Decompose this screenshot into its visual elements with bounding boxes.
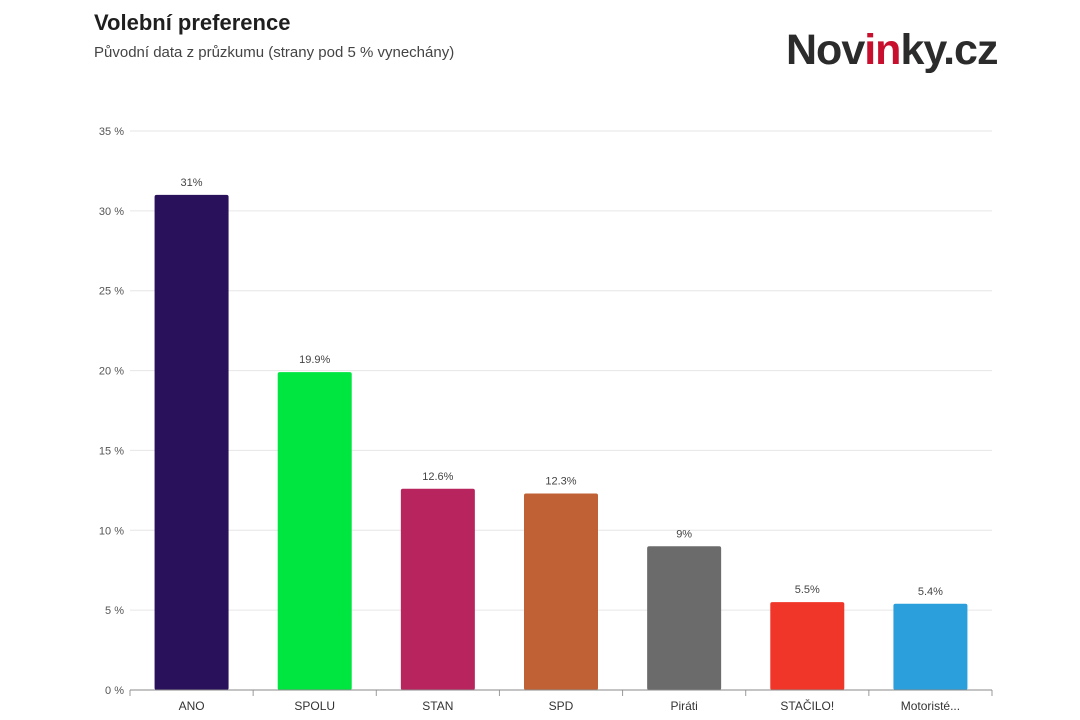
y-tick-label: 0 % <box>105 685 124 697</box>
bar-sta-ilo <box>770 602 845 690</box>
bar-value-label: 12.3% <box>545 476 576 488</box>
y-tick-label: 35 % <box>99 126 124 138</box>
bar-motorist <box>893 603 968 690</box>
y-tick-label: 30 % <box>99 206 124 218</box>
y-tick-label: 20 % <box>99 366 124 378</box>
x-category-label: Motoristé... <box>901 699 960 713</box>
x-category-label: SPOLU <box>294 699 335 713</box>
x-category-label: ANO <box>179 699 205 713</box>
x-category-label: SPD <box>549 699 574 713</box>
bar-value-label: 9% <box>676 528 692 540</box>
bar-ano <box>154 194 229 690</box>
y-tick-label: 5 % <box>105 605 124 617</box>
chart-subtitle: Původní data z průzkumu (strany pod 5 % … <box>94 44 455 61</box>
bar-value-label: 12.6% <box>422 471 453 483</box>
logo-part-accent: in <box>864 26 901 74</box>
x-category-label: STAN <box>422 699 453 713</box>
bar-value-label: 5.4% <box>918 586 943 598</box>
bar-spolu <box>277 372 352 690</box>
x-category-label: STAČILO! <box>780 698 834 713</box>
bar-stan <box>400 488 475 690</box>
y-tick-label: 10 % <box>99 525 124 537</box>
logo-part-2: ky.cz <box>900 26 998 74</box>
x-category-label: Piráti <box>670 699 697 713</box>
bar-value-label: 31% <box>181 177 203 189</box>
bar-spd <box>524 493 598 690</box>
bar-value-label: 19.9% <box>299 354 330 366</box>
bar-pir-ti <box>647 546 722 690</box>
y-tick-label: 15 % <box>99 445 124 457</box>
novinky-logo: Novinky.cz <box>786 26 998 75</box>
bar-value-label: 5.5% <box>795 584 820 596</box>
y-tick-label: 25 % <box>99 286 124 298</box>
chart-title: Volební preference <box>94 10 291 35</box>
logo-part-1: Nov <box>786 26 865 74</box>
